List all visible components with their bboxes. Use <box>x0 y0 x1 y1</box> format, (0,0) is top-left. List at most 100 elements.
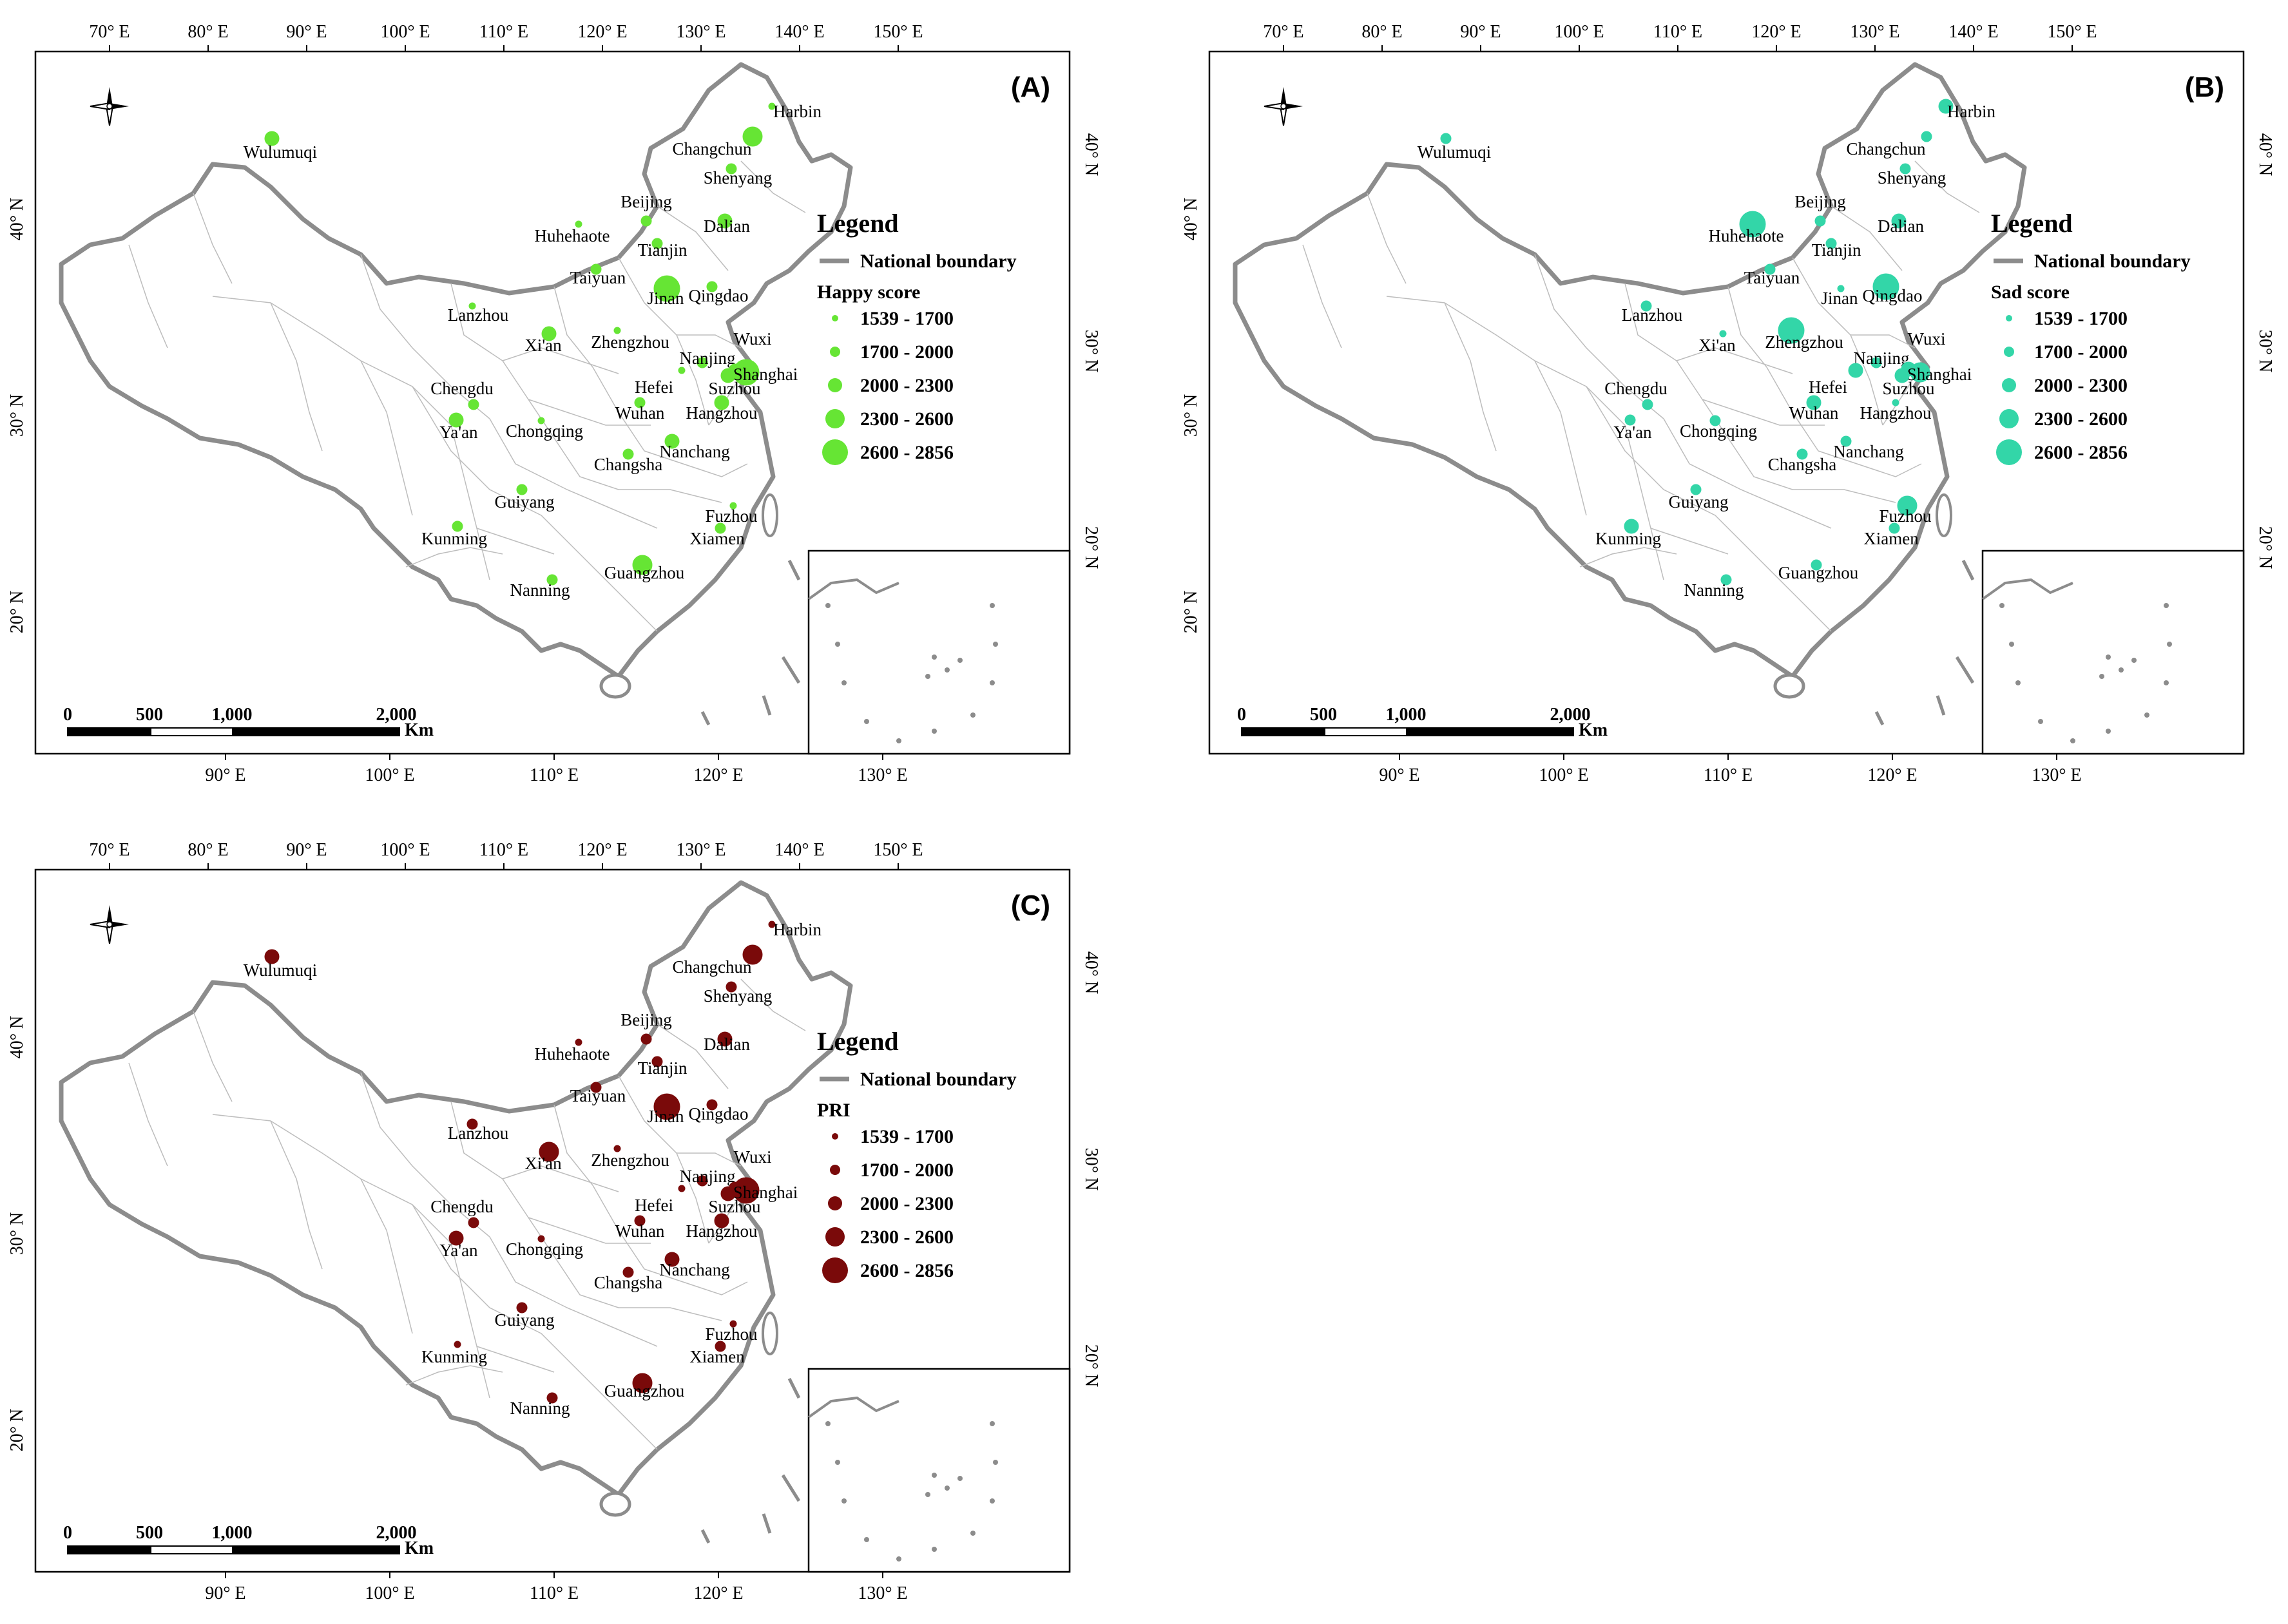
scale-tick: 500 <box>136 1523 163 1543</box>
city-label: Changchun <box>673 957 752 977</box>
city-label: Shanghai <box>733 1183 798 1202</box>
top-lon-tick: 120° E <box>577 840 627 860</box>
legend-class-label: 2600 - 2856 <box>2034 442 2128 463</box>
scale-tick: 2,000 <box>1550 705 1591 725</box>
city-marker <box>468 399 479 410</box>
left-lat-tick: 20° N <box>7 591 27 633</box>
legend-class-label: 2300 - 2600 <box>860 408 954 430</box>
top-lon-tick: 70° E <box>89 22 130 42</box>
left-lat-tick: 40° N <box>7 1016 27 1058</box>
hainan-island <box>1773 673 1805 699</box>
city-marker <box>1624 519 1639 534</box>
city-label: Chengdu <box>430 1197 494 1216</box>
city-label: Lanzhou <box>448 1123 509 1143</box>
legend-symbol <box>830 347 840 357</box>
top-lon-tick: 100° E <box>1554 22 1604 42</box>
scale-tick: 0 <box>63 1523 72 1543</box>
city-marker <box>714 395 729 410</box>
city-marker <box>516 484 528 495</box>
scale-tick: 1,000 <box>212 1523 253 1543</box>
city-label: Guiyang <box>495 1310 555 1330</box>
province-boundaries <box>128 979 806 1450</box>
city-marker <box>264 131 280 146</box>
city-label: Fuzhou <box>1879 506 1932 526</box>
city-label: Lanzhou <box>448 305 509 325</box>
legend-score-title: Happy score <box>817 282 920 303</box>
scale-tick: 500 <box>136 705 163 725</box>
city-label: Beijing <box>1794 192 1846 211</box>
legend-symbol <box>832 315 838 321</box>
city-label: Wuhan <box>1789 403 1839 423</box>
city-marker <box>1872 273 1899 300</box>
city-label: Chengdu <box>430 379 494 398</box>
city-marker <box>466 1118 478 1130</box>
city-marker <box>1739 211 1766 238</box>
left-lat-tick: 40° N <box>7 198 27 240</box>
map-legend: Legend National boundary Sad score 1539 - 1… <box>1991 209 2191 465</box>
city-label: Harbin <box>1947 102 1995 121</box>
bottom-lon-tick: 100° E <box>1539 765 1588 785</box>
city-marker <box>714 1213 729 1228</box>
left-lat-tick: 30° N <box>7 394 27 437</box>
legend-class-label: 2300 - 2600 <box>860 1227 954 1248</box>
left-lat-tick: 30° N <box>1181 394 1201 437</box>
city-label: Harbin <box>773 920 822 939</box>
top-lon-tick: 90° E <box>1460 22 1501 42</box>
city-label: Qingdao <box>689 286 749 305</box>
city-marker <box>729 1320 737 1328</box>
city-label: Wulumuqi <box>1418 142 1491 162</box>
left-lat-tick: 20° N <box>1181 591 1201 633</box>
south-china-sea-inset <box>807 549 1071 755</box>
scale-unit: Km <box>1579 720 1608 740</box>
city-marker <box>1709 415 1721 426</box>
city-label: Suzhou <box>709 379 762 398</box>
city-marker <box>1870 357 1882 368</box>
left-lat-tick: 20° N <box>7 1409 27 1451</box>
top-lon-tick: 130° E <box>1850 22 1899 42</box>
city-marker <box>537 1235 545 1243</box>
city-label: Shanghai <box>1907 365 1972 384</box>
scale-unit: Km <box>405 1538 434 1558</box>
city-marker <box>1640 300 1652 312</box>
city-label: Shenyang <box>704 168 772 187</box>
top-lon-tick: 150° E <box>2047 22 2097 42</box>
province-boundaries <box>1302 160 1980 632</box>
city-marker <box>1719 330 1727 338</box>
city-label: Taiyuan <box>1744 268 1800 287</box>
city-label: Lanzhou <box>1622 305 1683 325</box>
top-lon-tick: 130° E <box>676 22 726 42</box>
top-lon-tick: 80° E <box>187 22 228 42</box>
top-lon-tick: 70° E <box>89 840 130 860</box>
city-marker <box>1814 215 1826 227</box>
city-marker <box>742 126 763 147</box>
map-legend: Legend National boundary PRI 1539 - 1700 170… <box>817 1027 1017 1283</box>
city-label: Xi'an <box>524 336 562 355</box>
city-marker <box>1891 213 1907 229</box>
city-marker <box>622 448 634 460</box>
legend-class-label: 1700 - 2000 <box>860 341 954 363</box>
city-label: Nanjing <box>1854 349 1910 368</box>
city-label: Qingdao <box>689 1104 749 1123</box>
bottom-lon-tick: 120° E <box>693 765 743 785</box>
city-marker <box>1764 263 1776 275</box>
city-marker <box>1720 574 1732 586</box>
top-lon-tick: 110° E <box>479 22 528 42</box>
top-lon-tick: 70° E <box>1263 22 1303 42</box>
north-arrow-compass-icon <box>90 905 129 944</box>
legend-symbol <box>828 1196 842 1210</box>
city-marker <box>1825 238 1837 249</box>
top-lon-tick: 100° E <box>380 22 430 42</box>
bottom-lon-tick: 130° E <box>2032 765 2081 785</box>
city-label: Ya'an <box>1613 423 1652 442</box>
legend-symbol <box>822 439 848 465</box>
city-marker <box>768 102 776 110</box>
city-marker <box>575 1038 582 1046</box>
bottom-lon-tick: 120° E <box>693 1583 743 1603</box>
top-lon-tick: 150° E <box>873 22 923 42</box>
city-marker <box>1889 522 1900 534</box>
city-label: Guangzhou <box>604 1381 685 1400</box>
taiwan-island <box>762 493 778 537</box>
legend-symbol <box>1999 409 2019 428</box>
